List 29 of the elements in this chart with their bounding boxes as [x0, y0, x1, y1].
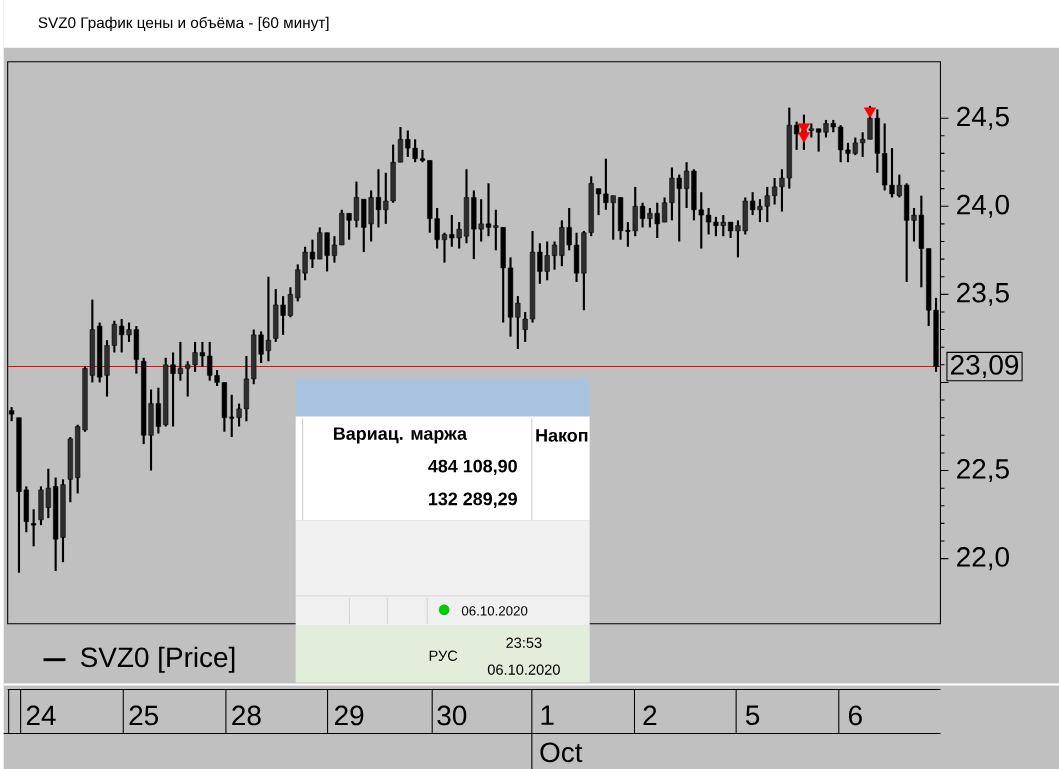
annotation: 132 289,29: [428, 492, 517, 508]
x-tick-label: 24: [26, 705, 56, 725]
y-tick-label: 24,5: [957, 106, 1009, 130]
x-tick-label: 6: [848, 705, 862, 726]
y-tick-label: 24,0: [957, 194, 1009, 218]
candlestick: [31, 508, 37, 548]
y-tick-label: 22,5: [957, 458, 1009, 482]
candlestick: [522, 310, 528, 343]
annotation: 484 108,90: [428, 459, 517, 475]
annotation: 06.10.2020: [461, 606, 528, 616]
x-tick-label: 1: [541, 705, 554, 725]
text: 06.10.2020: [487, 664, 560, 675]
y-tick-label: 22,0: [957, 546, 1009, 570]
x-tick-label: 30: [437, 705, 467, 726]
legend-label: SVZ0 [Price]: [80, 646, 235, 673]
text: Oct: [540, 742, 583, 763]
x-tick-label: 25: [129, 705, 159, 726]
x-tick-label: 2: [643, 705, 657, 725]
annotation: Вариац. маржа: [334, 427, 468, 444]
x-tick-label: 29: [334, 705, 364, 726]
text: 23:53: [506, 637, 542, 648]
x-tick-label: 28: [232, 705, 261, 726]
candlestick: [228, 393, 236, 438]
x-tick-label: 5: [745, 705, 760, 725]
text: РУС: [429, 650, 458, 661]
chart-title: SVZ0 График цены и объёма - [60 минут]: [38, 16, 329, 31]
ref-line-label: 23,09: [950, 354, 1019, 378]
y-tick-label: 23,5: [957, 282, 1009, 306]
annotation: Накоп: [536, 429, 588, 442]
